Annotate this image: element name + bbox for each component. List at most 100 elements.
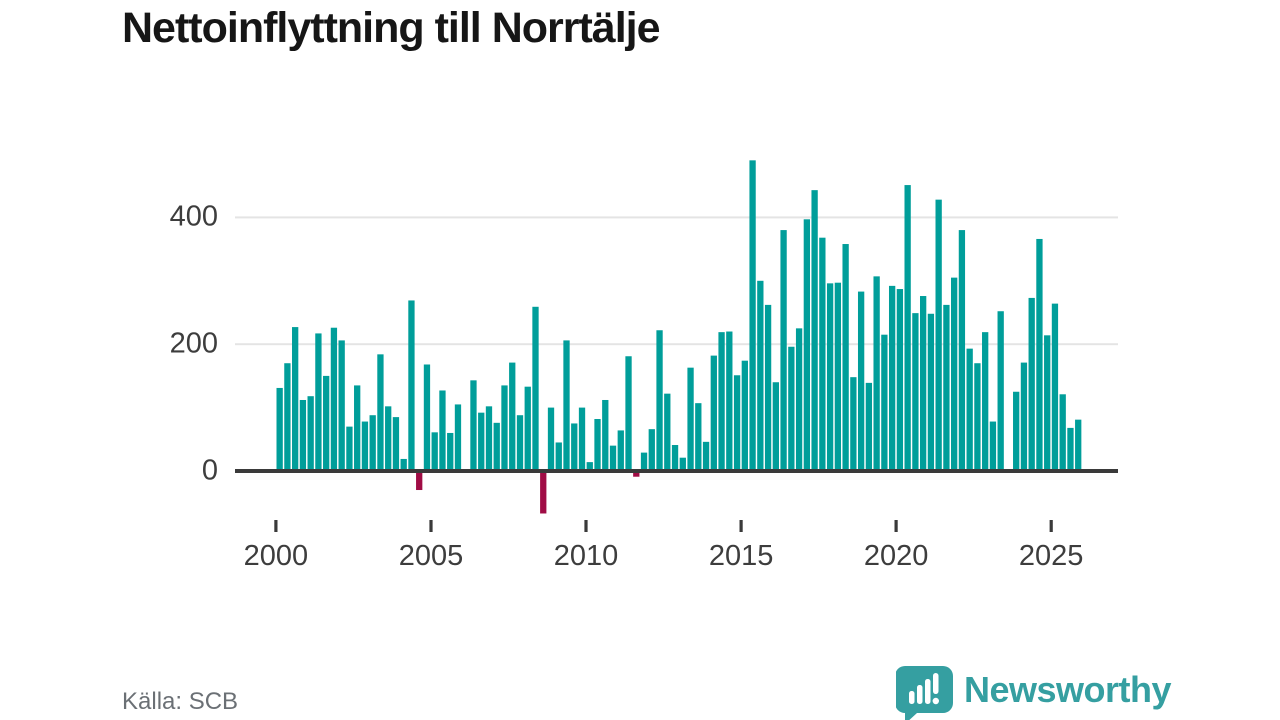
bar	[478, 412, 485, 471]
x-tick-2010	[584, 520, 588, 532]
bar	[447, 432, 454, 471]
bar	[540, 471, 547, 514]
bar	[1051, 303, 1059, 471]
bar	[896, 289, 904, 471]
bar	[842, 244, 849, 471]
x-tick-label-2000: 2000	[243, 540, 309, 572]
bar	[974, 363, 981, 471]
bar	[338, 340, 345, 471]
bar	[299, 399, 307, 471]
x-tick-2025	[1049, 520, 1053, 532]
bar	[423, 364, 431, 471]
bar	[834, 282, 842, 471]
bar	[702, 441, 710, 471]
brand-name: Newsworthy	[964, 669, 1172, 710]
bar	[555, 442, 562, 471]
x-tick-2000	[274, 520, 278, 532]
bar	[865, 382, 873, 471]
bar	[571, 423, 578, 471]
bar	[904, 185, 911, 471]
bar	[1028, 297, 1035, 471]
bar	[330, 327, 338, 471]
bar	[485, 406, 493, 471]
x-tick-2005	[429, 520, 433, 532]
bar	[276, 387, 283, 471]
bar	[671, 445, 679, 471]
bar	[385, 406, 392, 471]
bar	[602, 399, 609, 471]
bar	[400, 458, 407, 471]
x-tick-label-2015: 2015	[708, 540, 774, 572]
bar	[416, 471, 423, 491]
bar	[532, 306, 539, 471]
bar	[369, 415, 376, 471]
bar	[346, 426, 353, 471]
bar	[764, 304, 772, 471]
bar	[625, 356, 632, 471]
x-tick-label-2005: 2005	[398, 540, 464, 572]
bar	[392, 417, 400, 471]
bar	[1020, 362, 1028, 471]
bar	[920, 296, 927, 471]
bar	[563, 340, 570, 471]
bar	[935, 199, 942, 471]
bar	[726, 331, 733, 471]
bar	[509, 362, 516, 471]
chart-title: Nettoinflyttning till Norrtälje	[122, 4, 661, 52]
bar	[803, 219, 810, 471]
bar	[617, 430, 624, 471]
bar	[470, 380, 477, 471]
bar	[648, 429, 655, 471]
bar	[633, 471, 640, 477]
bar	[951, 277, 958, 471]
bar	[780, 230, 787, 471]
x-tick-label-2020: 2020	[863, 540, 929, 572]
bar	[377, 354, 384, 471]
bar	[1059, 394, 1066, 471]
bar	[788, 346, 795, 471]
bar	[888, 285, 896, 471]
bar	[811, 190, 818, 471]
bar	[586, 462, 593, 471]
bar	[516, 415, 524, 471]
bar	[594, 419, 601, 471]
source-label: Källa: SCB	[122, 688, 239, 715]
bar	[1075, 419, 1082, 471]
newsworthy-bubble-icon	[896, 666, 953, 720]
bar	[1044, 335, 1051, 471]
x-axis-line	[235, 469, 1118, 473]
bar	[315, 333, 322, 471]
bar	[795, 328, 803, 471]
bar	[733, 375, 741, 471]
x-tick-2015	[739, 520, 743, 532]
bar	[292, 327, 299, 471]
bar	[772, 382, 779, 471]
y-tick-label-400: 400	[169, 200, 218, 233]
bar	[912, 313, 919, 471]
bar	[927, 313, 935, 471]
bar	[454, 404, 462, 471]
bar	[943, 304, 950, 471]
bar	[1013, 391, 1020, 471]
bar	[966, 348, 973, 471]
bar	[679, 457, 686, 471]
bar	[710, 355, 717, 471]
bar	[1036, 238, 1043, 471]
bar	[857, 291, 865, 471]
bar	[323, 375, 330, 471]
bar	[640, 452, 648, 471]
y-tick-label-0: 0	[201, 454, 218, 487]
newsworthy-logo: Newsworthy	[896, 660, 1172, 720]
bar	[718, 332, 725, 471]
x-tick-2020	[894, 520, 898, 532]
bar	[749, 160, 756, 471]
bar	[982, 332, 989, 471]
bar	[695, 403, 702, 471]
bar	[439, 390, 446, 471]
bar	[881, 334, 888, 471]
bar	[664, 393, 671, 471]
bar	[524, 386, 531, 471]
bar	[958, 230, 966, 471]
